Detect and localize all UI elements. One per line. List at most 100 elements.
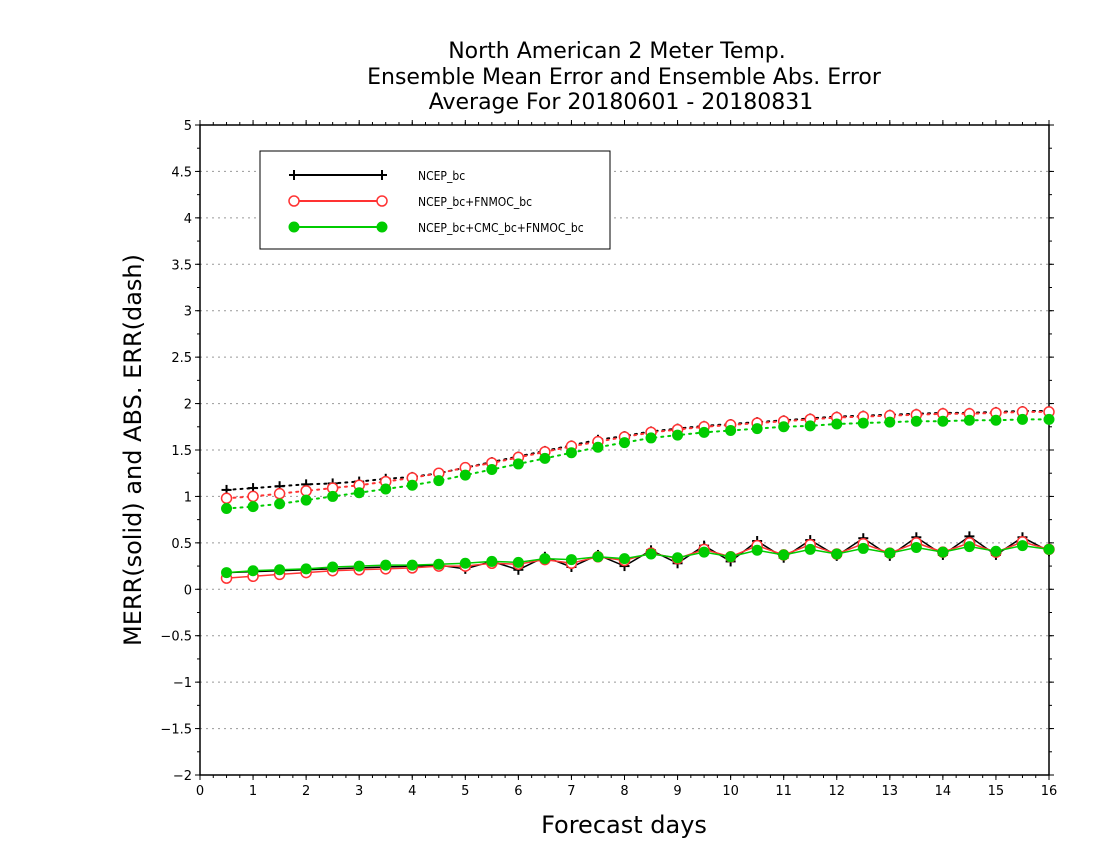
axes: −2−1.5−1−0.500.511.522.533.544.550 1 2 3 4 5 6… <box>160 119 1057 799</box>
abs-err-point <box>857 417 869 429</box>
mean-err-point <box>910 542 922 553</box>
x-tick-label: 7 <box>567 784 575 799</box>
abs-err-point <box>247 501 259 513</box>
x-tick-label: 12 <box>828 784 845 799</box>
y-tick-label: 0 <box>184 583 192 598</box>
abs-err-line-2 <box>225 418 1050 510</box>
mean-err-point <box>221 567 233 579</box>
x-tick-label: 3 <box>355 784 363 799</box>
y-tick-label: 1 <box>184 490 192 505</box>
x-tick-label: 0 <box>196 784 204 799</box>
y-tick-label: −1.5 <box>160 723 192 738</box>
chart-title: North American 2 Meter Temp. Ensemble Me… <box>367 39 882 115</box>
mean-err-point <box>884 547 896 559</box>
mean-err-point <box>937 546 949 558</box>
y-tick-label: 3.5 <box>171 258 192 273</box>
x-tick-label: 4 <box>408 784 416 799</box>
abs-err-point <box>1016 413 1028 425</box>
legend-marker <box>376 195 388 207</box>
mean-err-line-1 <box>226 541 1050 579</box>
y-tick-label: 4 <box>184 212 192 227</box>
abs-err-point <box>353 487 365 499</box>
abs-err-point <box>380 483 392 495</box>
grid-lines <box>200 170 1049 730</box>
legend-item-0: NCEP_bc <box>289 169 465 183</box>
x-tick-label: 9 <box>673 784 681 799</box>
mean-err-point <box>274 564 286 576</box>
abs-err-point <box>804 420 816 432</box>
abs-err-point <box>672 429 684 441</box>
legend: NCEP_bc NCEP_bc+FNMOC_bc NCEP_bc+CMC_bc+FN… <box>259 150 611 250</box>
x-tick-label: 16 <box>1041 784 1058 799</box>
x-tick-label: 14 <box>935 784 952 799</box>
x-tick-label: 15 <box>988 784 1005 799</box>
mean-err-point <box>539 553 551 565</box>
chart-title-line-2: Ensemble Mean Error and Ensemble Abs. Er… <box>367 65 882 90</box>
mean-err-point <box>592 551 604 563</box>
abs-err-point <box>300 494 312 506</box>
abs-err-point <box>619 437 630 449</box>
mean-err-point <box>1043 543 1055 555</box>
abs-err-point <box>221 503 233 514</box>
abs-err-point <box>725 425 737 436</box>
series-2 <box>221 413 1055 579</box>
y-tick-label: 2.5 <box>171 351 192 366</box>
mean-err-point <box>1016 540 1028 552</box>
abs-err-point <box>220 492 233 505</box>
y-tick-label: 5 <box>184 119 192 134</box>
y-axis-title: MERR(solid) and ABS. ERR(dash) <box>119 254 147 646</box>
mean-err-point <box>990 545 1002 557</box>
abs-err-point <box>406 479 418 491</box>
legend-marker <box>377 170 387 180</box>
mean-err-point <box>247 565 259 577</box>
x-tick-label: 11 <box>775 784 792 799</box>
mean-err-point <box>645 548 657 560</box>
mean-err-point <box>963 541 975 553</box>
abs-err-line-0 <box>225 410 1050 491</box>
y-tick-label: −0.5 <box>160 630 192 645</box>
mean-err-point <box>433 558 445 570</box>
abs-err-point <box>274 498 286 510</box>
abs-err-point <box>990 414 1002 426</box>
mean-err-point <box>380 559 392 571</box>
mean-err-point <box>459 557 471 569</box>
legend-marker <box>288 221 300 233</box>
abs-err-point <box>645 432 657 444</box>
x-axis-title: Forecast days <box>541 811 707 839</box>
mean-err-point <box>486 555 498 567</box>
y-tick-label: −2 <box>173 769 192 784</box>
abs-err-point <box>778 421 790 433</box>
legend-marker <box>289 170 299 180</box>
abs-err-point <box>565 447 577 459</box>
abs-err-point <box>539 452 551 464</box>
y-tick-label: 2 <box>184 398 192 413</box>
mean-err-point <box>725 551 737 563</box>
mean-err-point <box>406 559 418 571</box>
legend-item-2: NCEP_bc+CMC_bc+FNMOC_bc <box>288 221 584 235</box>
abs-err-point <box>327 490 339 502</box>
y-tick-label: 3 <box>184 305 192 320</box>
x-tick-label: 10 <box>722 784 739 799</box>
abs-err-point <box>884 416 896 428</box>
abs-err-point <box>698 426 710 438</box>
legend-marker <box>288 195 300 207</box>
y-tick-label: −1 <box>173 676 192 691</box>
abs-err-point <box>300 485 312 497</box>
mean-err-point <box>804 543 816 555</box>
y-tick-label: 4.5 <box>171 165 192 180</box>
abs-err-point <box>459 469 471 481</box>
x-tick-label: 13 <box>882 784 899 799</box>
abs-err-point <box>433 475 445 487</box>
abs-err-point <box>937 415 949 427</box>
series-0 <box>221 406 1054 578</box>
mean-err-point <box>857 542 869 554</box>
abs-err-point <box>273 487 286 500</box>
mean-err-point <box>353 560 365 572</box>
mean-err-point <box>565 554 577 566</box>
x-tick-label: 2 <box>302 784 310 799</box>
x-tick-label: 5 <box>461 784 469 799</box>
legend-label: NCEP_bc+CMC_bc+FNMOC_bc <box>418 221 584 235</box>
legend-label: NCEP_bc+FNMOC_bc <box>418 195 532 209</box>
